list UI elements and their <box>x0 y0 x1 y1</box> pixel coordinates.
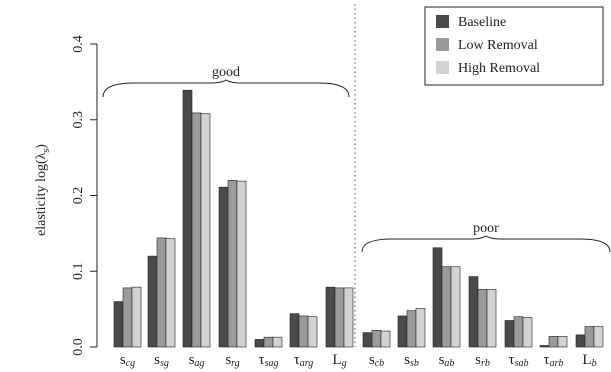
bar-ssb-1 <box>406 310 417 348</box>
bar-ssg-1 <box>156 237 167 348</box>
category-label: ssg <box>154 352 169 369</box>
bar-τsab-1 <box>513 316 524 348</box>
bar-ssb-2 <box>415 308 426 348</box>
bar-Lg-2 <box>343 287 354 348</box>
bar-τarb-2 <box>557 336 568 348</box>
legend-swatch-2 <box>436 61 449 74</box>
legend-label-1: Low Removal <box>458 38 538 53</box>
bar-sag-0 <box>182 89 193 348</box>
legend-box <box>424 6 604 86</box>
bar-τsag-2 <box>272 336 283 348</box>
y-tick-label: 0.2 <box>71 187 86 205</box>
y-tick-label: 0.4 <box>71 35 86 53</box>
bar-scg-2 <box>131 286 142 348</box>
bar-scb-1 <box>371 330 382 348</box>
bar-srg-1 <box>227 180 238 348</box>
category-label: τarg <box>294 352 314 369</box>
category-label: scg <box>120 352 135 369</box>
category-label: ssb <box>404 352 419 369</box>
bar-τarb-1 <box>548 336 559 348</box>
bar-scb-2 <box>380 330 391 348</box>
category-label: Lg <box>332 352 346 369</box>
y-tick-label: 0.3 <box>71 111 86 129</box>
category-labels-layer: scg ssg sag srg τsag τarg Lg scb ssb sab srb τsab τa… <box>120 352 597 369</box>
bar-Lb-1 <box>584 326 595 348</box>
bar-τarb-0 <box>539 345 550 348</box>
category-label: τarb <box>544 352 564 369</box>
y-axis-title: elasticity log(λs) <box>34 144 52 236</box>
bar-srb-2 <box>486 289 497 348</box>
bar-τarg-1 <box>298 315 309 348</box>
bar-Lb-0 <box>575 334 586 348</box>
bar-srg-2 <box>236 180 247 348</box>
bar-scg-1 <box>122 287 133 348</box>
bar-τsag-1 <box>263 336 274 348</box>
category-label: srg <box>225 352 239 369</box>
y-tick-label: 0.0 <box>71 338 86 356</box>
bar-Lb-2 <box>593 326 604 348</box>
bar-τsag-0 <box>254 339 265 348</box>
brace-poor <box>361 235 611 253</box>
y-axis-title-main: elasticity log(λ <box>34 152 49 236</box>
group-annotations-layer: good poor <box>102 65 611 253</box>
legend-label-2: High Removal <box>458 61 540 76</box>
category-label: scb <box>369 352 384 369</box>
category-label: Lb <box>582 352 596 369</box>
bar-sab-0 <box>432 247 443 348</box>
bar-srb-1 <box>477 289 488 348</box>
bar-Lg-0 <box>325 286 336 348</box>
bar-sag-2 <box>200 113 211 348</box>
bar-ssg-2 <box>165 238 176 348</box>
legend-swatch-1 <box>436 38 449 51</box>
bar-τarg-0 <box>289 313 300 348</box>
category-label: sag <box>189 352 205 369</box>
bar-τsab-2 <box>522 317 533 348</box>
legend-swatch-0 <box>436 15 449 28</box>
axes-layer: 0.0 0.1 0.2 0.3 0.4 elasticity log(λs) <box>34 4 356 356</box>
category-label: τsab <box>509 352 529 369</box>
bar-τsab-0 <box>504 320 515 348</box>
group-label-good: good <box>212 65 240 80</box>
bar-srg-0 <box>218 186 229 348</box>
bar-scb-0 <box>362 332 373 348</box>
bar-ssb-0 <box>397 315 408 348</box>
bar-Lg-1 <box>334 287 345 348</box>
category-label: srb <box>475 352 490 369</box>
brace-good <box>102 79 350 98</box>
category-label: τsag <box>259 352 279 369</box>
bar-τarg-2 <box>307 316 318 348</box>
y-tick-label: 0.1 <box>71 263 86 281</box>
bar-srb-0 <box>468 276 479 348</box>
y-axis-title-close: ) <box>34 144 49 149</box>
category-label: sab <box>439 352 455 369</box>
bars-layer <box>113 89 604 348</box>
group-label-poor: poor <box>473 221 499 236</box>
bar-sab-1 <box>441 266 452 348</box>
y-axis-title-sub: s <box>41 149 52 153</box>
legend: Baseline Low Removal High Removal <box>424 6 604 86</box>
bar-scg-0 <box>113 301 124 348</box>
bar-sag-1 <box>191 112 202 348</box>
legend-label-0: Baseline <box>458 15 506 30</box>
bar-sab-2 <box>450 266 461 348</box>
bar-ssg-0 <box>147 255 158 348</box>
